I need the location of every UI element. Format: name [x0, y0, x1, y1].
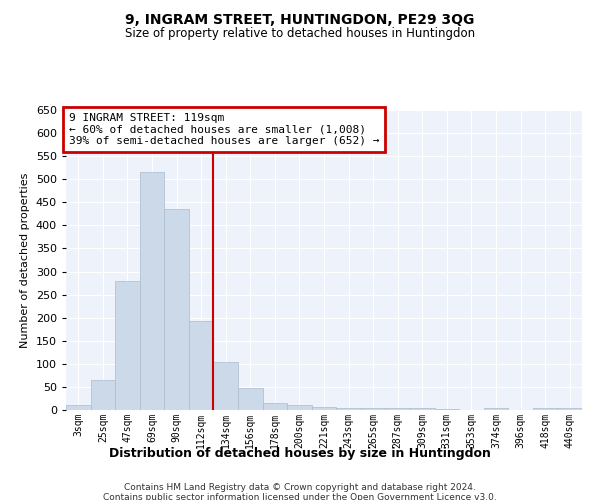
Bar: [484, 408, 508, 410]
Bar: [263, 403, 287, 410]
Y-axis label: Number of detached properties: Number of detached properties: [20, 172, 30, 348]
Bar: [434, 408, 459, 410]
Text: Distribution of detached houses by size in Huntingdon: Distribution of detached houses by size …: [109, 448, 491, 460]
Bar: [238, 388, 263, 410]
Bar: [312, 407, 336, 410]
Bar: [287, 406, 312, 410]
Bar: [140, 172, 164, 410]
Bar: [115, 281, 140, 410]
Bar: [533, 408, 557, 410]
Text: Contains HM Land Registry data © Crown copyright and database right 2024.: Contains HM Land Registry data © Crown c…: [124, 482, 476, 492]
Text: Size of property relative to detached houses in Huntingdon: Size of property relative to detached ho…: [125, 28, 475, 40]
Bar: [189, 321, 214, 410]
Bar: [214, 362, 238, 410]
Bar: [336, 408, 361, 410]
Bar: [361, 408, 385, 410]
Bar: [385, 408, 410, 410]
Text: 9 INGRAM STREET: 119sqm
← 60% of detached houses are smaller (1,008)
39% of semi: 9 INGRAM STREET: 119sqm ← 60% of detache…: [68, 113, 379, 146]
Bar: [91, 380, 115, 410]
Bar: [557, 408, 582, 410]
Text: Contains public sector information licensed under the Open Government Licence v3: Contains public sector information licen…: [103, 492, 497, 500]
Bar: [66, 406, 91, 410]
Text: 9, INGRAM STREET, HUNTINGDON, PE29 3QG: 9, INGRAM STREET, HUNTINGDON, PE29 3QG: [125, 12, 475, 26]
Bar: [410, 408, 434, 410]
Bar: [164, 209, 189, 410]
